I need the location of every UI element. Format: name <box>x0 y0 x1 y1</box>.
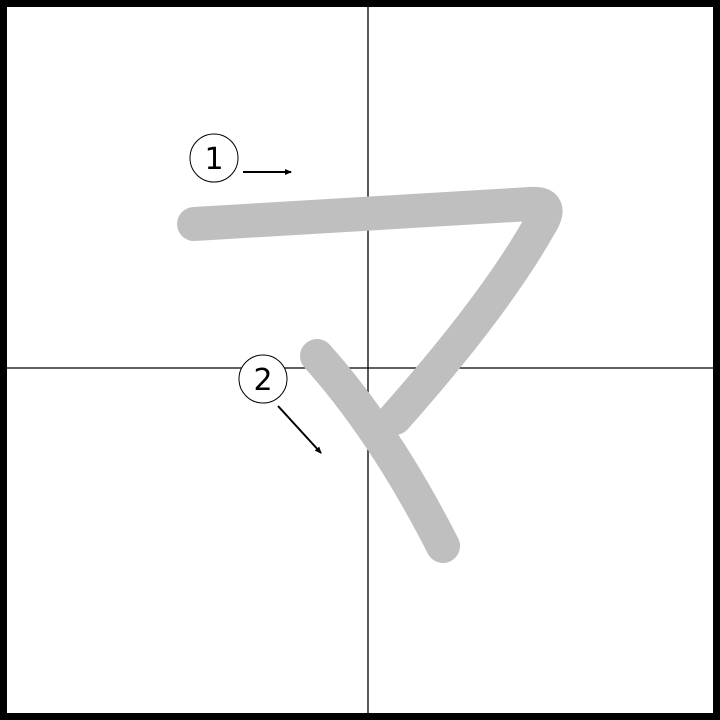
direction-arrow-2-icon <box>277 405 322 454</box>
stroke-order-marker-2: 2 <box>238 354 322 454</box>
order-circle-1 <box>189 133 239 183</box>
character-stroke-1 <box>177 186 563 435</box>
stroke-order-marker-1: 1 <box>189 133 292 183</box>
order-label-1: 1 <box>204 142 223 177</box>
order-label-2: 2 <box>253 363 272 398</box>
character-stroke-2 <box>300 339 460 563</box>
order-circle-2 <box>238 354 288 404</box>
